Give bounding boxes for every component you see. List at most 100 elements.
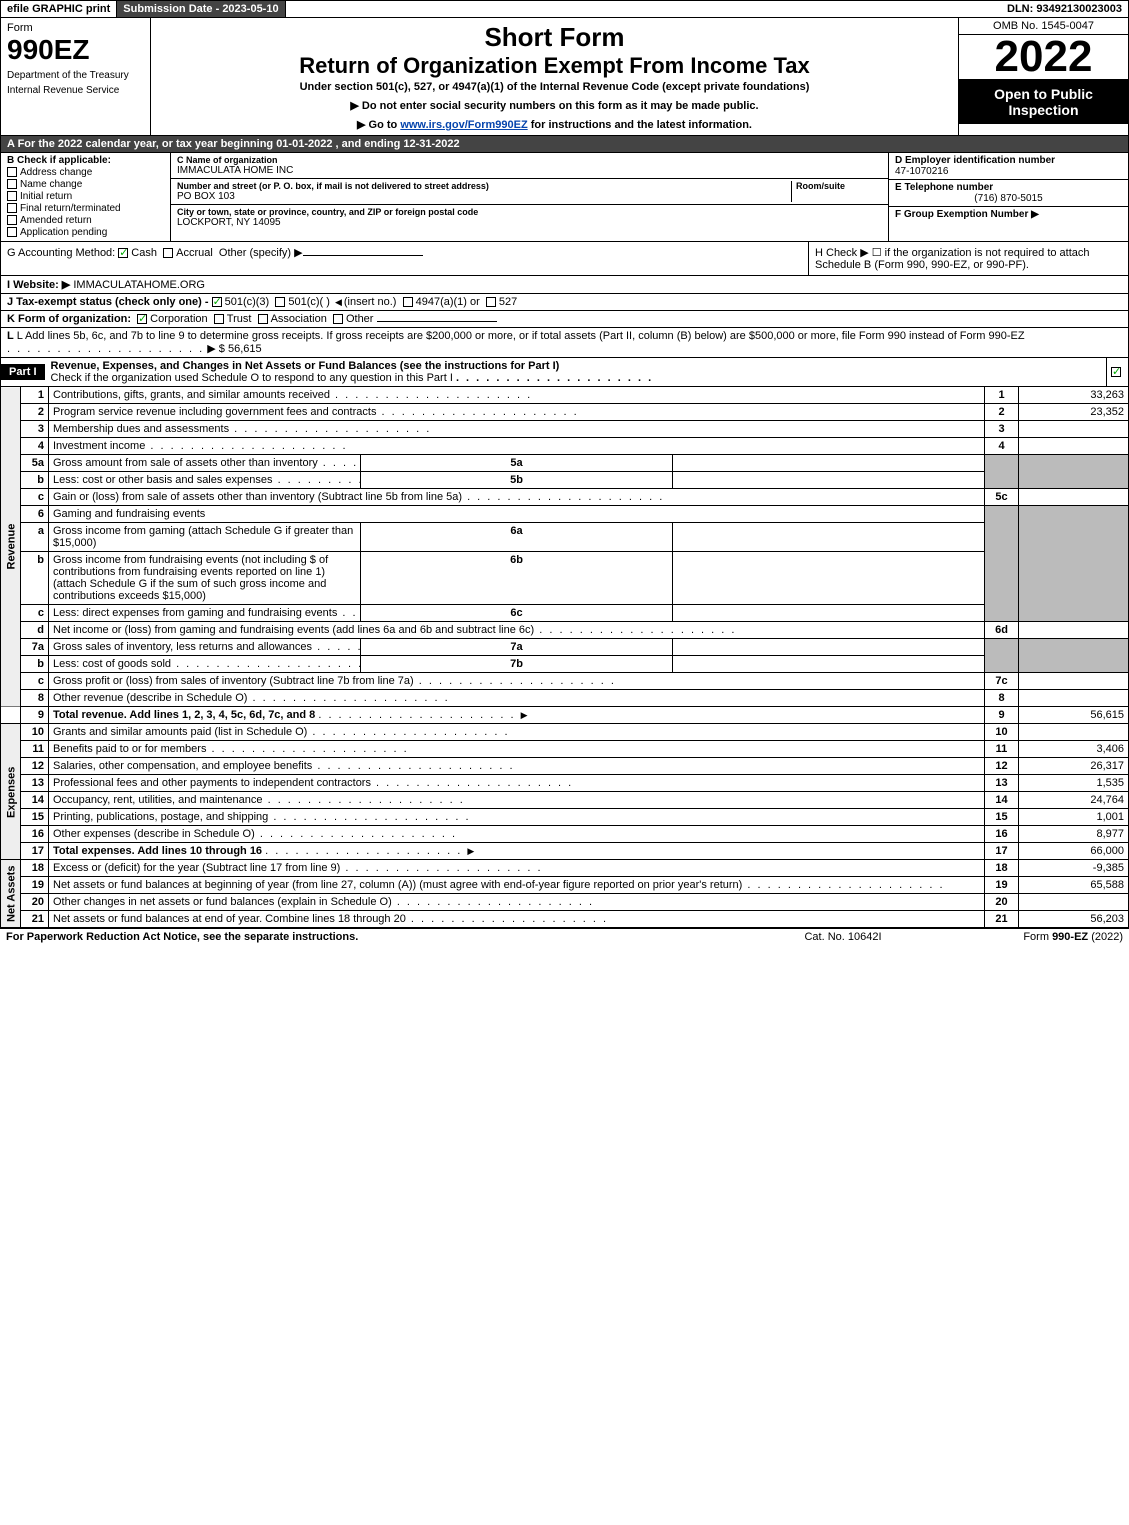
table-row: b Gross income from fundraising events (… bbox=[1, 552, 1129, 605]
col-label: 18 bbox=[985, 860, 1019, 877]
mini-label: 5a bbox=[361, 455, 673, 472]
table-row: 5a Gross amount from sale of assets othe… bbox=[1, 455, 1129, 472]
g-accrual: Accrual bbox=[176, 247, 213, 259]
b-opt-name[interactable]: Name change bbox=[7, 179, 164, 190]
table-row: Net Assets 18 Excess or (deficit) for th… bbox=[1, 860, 1129, 877]
table-row: 19 Net assets or fund balances at beginn… bbox=[1, 877, 1129, 894]
j-4947-check[interactable] bbox=[403, 297, 413, 307]
line-num: 12 bbox=[21, 758, 49, 775]
part1-check[interactable] bbox=[1106, 358, 1128, 386]
j-501c3: 501(c)(3) bbox=[225, 296, 270, 308]
dln: DLN: 93492130023003 bbox=[1001, 1, 1128, 17]
top-bar: efile GRAPHIC print Submission Date - 20… bbox=[0, 0, 1129, 18]
website: IMMACULATAHOME.ORG bbox=[73, 279, 205, 291]
line-num: 13 bbox=[21, 775, 49, 792]
col-label: 1 bbox=[985, 387, 1019, 404]
section-g: G Accounting Method: Cash Accrual Other … bbox=[1, 242, 808, 275]
col-shade bbox=[985, 506, 1019, 622]
g-cash-check[interactable] bbox=[118, 248, 128, 258]
k-other-check[interactable] bbox=[333, 314, 343, 324]
table-row: 4 Investment income 4 bbox=[1, 438, 1129, 455]
b-opt-amended[interactable]: Amended return bbox=[7, 215, 164, 226]
line-desc: Investment income bbox=[49, 438, 985, 455]
col-value: 33,263 bbox=[1019, 387, 1129, 404]
col-value bbox=[1019, 421, 1129, 438]
l-text: L Add lines 5b, 6c, and 7b to line 9 to … bbox=[17, 330, 1025, 342]
header-right: OMB No. 1545-0047 2022 Open to Public In… bbox=[958, 18, 1128, 135]
form-title: Return of Organization Exempt From Incom… bbox=[159, 53, 950, 79]
col-label: 9 bbox=[985, 707, 1019, 724]
side-expenses: Expenses bbox=[1, 724, 21, 860]
irs-link[interactable]: www.irs.gov/Form990EZ bbox=[400, 119, 527, 131]
mini-value bbox=[673, 523, 985, 552]
col-value bbox=[1019, 622, 1129, 639]
b-opt-address[interactable]: Address change bbox=[7, 167, 164, 178]
k-other-line[interactable] bbox=[377, 321, 497, 322]
b-opt-initial[interactable]: Initial return bbox=[7, 191, 164, 202]
part1-title: Revenue, Expenses, and Changes in Net As… bbox=[45, 358, 1106, 386]
col-value: -9,385 bbox=[1019, 860, 1129, 877]
line-desc: Net assets or fund balances at end of ye… bbox=[49, 911, 985, 928]
section-l: L L Add lines 5b, 6c, and 7b to line 9 t… bbox=[0, 328, 1129, 358]
col-label: 21 bbox=[985, 911, 1019, 928]
section-b: B Check if applicable: Address change Na… bbox=[1, 153, 171, 241]
k-trust: Trust bbox=[227, 313, 252, 325]
col-value: 1,001 bbox=[1019, 809, 1129, 826]
line-num: b bbox=[21, 472, 49, 489]
table-row: 20 Other changes in net assets or fund b… bbox=[1, 894, 1129, 911]
line-num: 3 bbox=[21, 421, 49, 438]
instr-ssn: ▶ Do not enter social security numbers o… bbox=[159, 99, 950, 112]
form-label: Form bbox=[7, 22, 144, 34]
line-num: 17 bbox=[21, 843, 49, 860]
org-name: IMMACULATA HOME INC bbox=[177, 165, 882, 176]
j-501c-check[interactable] bbox=[275, 297, 285, 307]
g-other-line[interactable] bbox=[303, 255, 423, 256]
mini-value bbox=[673, 656, 985, 673]
j-4947: 4947(a)(1) or bbox=[416, 296, 480, 308]
form-header: Form 990EZ Department of the Treasury In… bbox=[0, 18, 1129, 136]
line-num: c bbox=[21, 489, 49, 506]
short-form-title: Short Form bbox=[159, 22, 950, 53]
mini-value bbox=[673, 552, 985, 605]
line-desc: Less: cost or other basis and sales expe… bbox=[49, 472, 361, 489]
d-head: D Employer identification number bbox=[895, 155, 1122, 166]
col-value: 24,764 bbox=[1019, 792, 1129, 809]
k-assoc-check[interactable] bbox=[258, 314, 268, 324]
submission-date: Submission Date - 2023-05-10 bbox=[117, 1, 285, 17]
col-label: 8 bbox=[985, 690, 1019, 707]
mini-value bbox=[673, 472, 985, 489]
section-c: C Name of organization IMMACULATA HOME I… bbox=[171, 153, 888, 241]
section-d-e-f: D Employer identification number 47-1070… bbox=[888, 153, 1128, 241]
line-num: 4 bbox=[21, 438, 49, 455]
line-desc: Grants and similar amounts paid (list in… bbox=[49, 724, 985, 741]
side-revenue: Revenue bbox=[1, 387, 21, 707]
k-other: Other bbox=[346, 313, 374, 325]
line-num: 1 bbox=[21, 387, 49, 404]
k-trust-check[interactable] bbox=[214, 314, 224, 324]
line-desc: Less: direct expenses from gaming and fu… bbox=[49, 605, 361, 622]
line-num: 9 bbox=[21, 707, 49, 724]
efile-label[interactable]: efile GRAPHIC print bbox=[1, 1, 117, 17]
k-assoc: Association bbox=[271, 313, 327, 325]
line-desc: Benefits paid to or for members bbox=[49, 741, 985, 758]
line-desc: Less: cost of goods sold bbox=[49, 656, 361, 673]
table-row: b Less: cost of goods sold 7b bbox=[1, 656, 1129, 673]
col-value: 1,535 bbox=[1019, 775, 1129, 792]
col-label: 12 bbox=[985, 758, 1019, 775]
line-desc: Net assets or fund balances at beginning… bbox=[49, 877, 985, 894]
line-desc: Gross income from gaming (attach Schedul… bbox=[49, 523, 361, 552]
j-527-check[interactable] bbox=[486, 297, 496, 307]
k-corp-check[interactable] bbox=[137, 314, 147, 324]
b-opt-final[interactable]: Final return/terminated bbox=[7, 203, 164, 214]
b-opt-pending[interactable]: Application pending bbox=[7, 227, 164, 238]
line-num: c bbox=[21, 605, 49, 622]
col-label: 19 bbox=[985, 877, 1019, 894]
section-j: J Tax-exempt status (check only one) - 5… bbox=[0, 294, 1129, 311]
mini-label: 7a bbox=[361, 639, 673, 656]
j-501c3-check[interactable] bbox=[212, 297, 222, 307]
line-desc: Other expenses (describe in Schedule O) bbox=[49, 826, 985, 843]
mini-label: 6b bbox=[361, 552, 673, 605]
g-accrual-check[interactable] bbox=[163, 248, 173, 258]
col-value bbox=[1019, 724, 1129, 741]
footer-cat: Cat. No. 10642I bbox=[743, 931, 943, 943]
